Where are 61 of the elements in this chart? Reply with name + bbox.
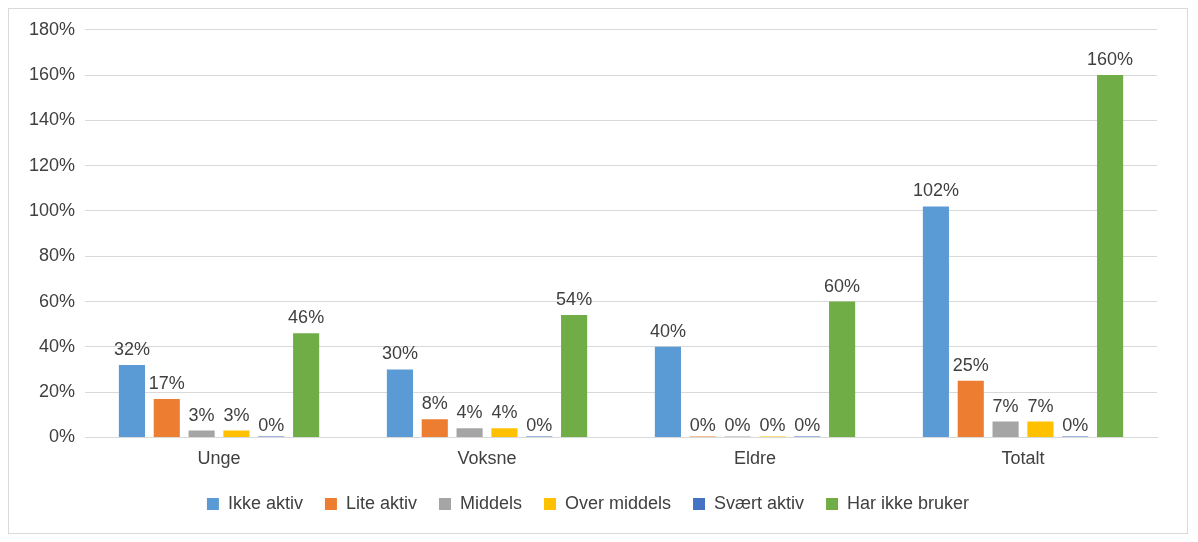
data-label: 3% [188,404,215,425]
y-tick-label: 120% [28,154,76,175]
data-label: 0% [759,415,786,436]
y-tick-label: 180% [28,18,76,39]
legend-label: Over middels [565,492,672,513]
bar [561,315,588,437]
legend-label: Svært aktiv [714,492,805,513]
data-label: 46% [288,307,325,328]
bar [421,419,448,437]
x-tick-label: Voksne [457,448,517,469]
x-tick-label: Totalt [1001,448,1045,469]
data-label: 54% [556,289,593,310]
data-label: 0% [689,415,716,436]
y-tick-label: 0% [49,426,76,447]
data-label: 160% [1087,49,1134,70]
data-label: 0% [258,415,285,436]
data-label: 7% [992,395,1019,416]
bar [1097,75,1124,437]
data-label: 0% [526,415,553,436]
data-label: 0% [794,415,821,436]
bar [1027,421,1054,437]
data-label: 3% [223,404,250,425]
bar [386,369,413,437]
data-label: 0% [1062,415,1089,436]
data-label: 32% [113,338,150,359]
bar [223,430,250,437]
y-tick-label: 80% [39,245,76,266]
bar [922,206,949,437]
data-label: 7% [1027,395,1054,416]
bar [491,428,518,437]
x-tick-label: Unge [197,448,241,469]
y-tick-label: 60% [39,290,76,311]
bar [957,380,984,437]
data-label: 30% [381,343,418,364]
data-label: 102% [912,180,959,201]
bar [293,333,320,437]
data-label: 4% [491,402,518,423]
x-tick-label: Eldre [734,448,777,469]
y-tick-label: 100% [28,199,76,220]
legend-label: Middels [459,492,522,513]
y-tick-label: 140% [28,109,76,130]
data-label: 17% [148,372,185,393]
bar [188,430,215,437]
y-tick-label: 160% [28,64,76,85]
bar [153,398,180,437]
data-label: 25% [952,354,989,375]
legend-label: Ikke aktiv [227,492,303,513]
data-label: 4% [456,402,483,423]
bar [456,428,483,437]
legend-label: Lite aktiv [345,492,417,513]
bar [654,346,681,437]
bar [829,301,856,437]
data-label: 8% [421,393,448,414]
legend-label: Har ikke bruker [847,492,970,513]
data-label: 0% [724,415,751,436]
data-label: 40% [649,320,686,341]
bar [992,421,1019,437]
y-tick-label: 40% [39,335,76,356]
bar [118,364,145,437]
data-label: 60% [824,275,861,296]
y-tick-label: 20% [39,381,76,402]
